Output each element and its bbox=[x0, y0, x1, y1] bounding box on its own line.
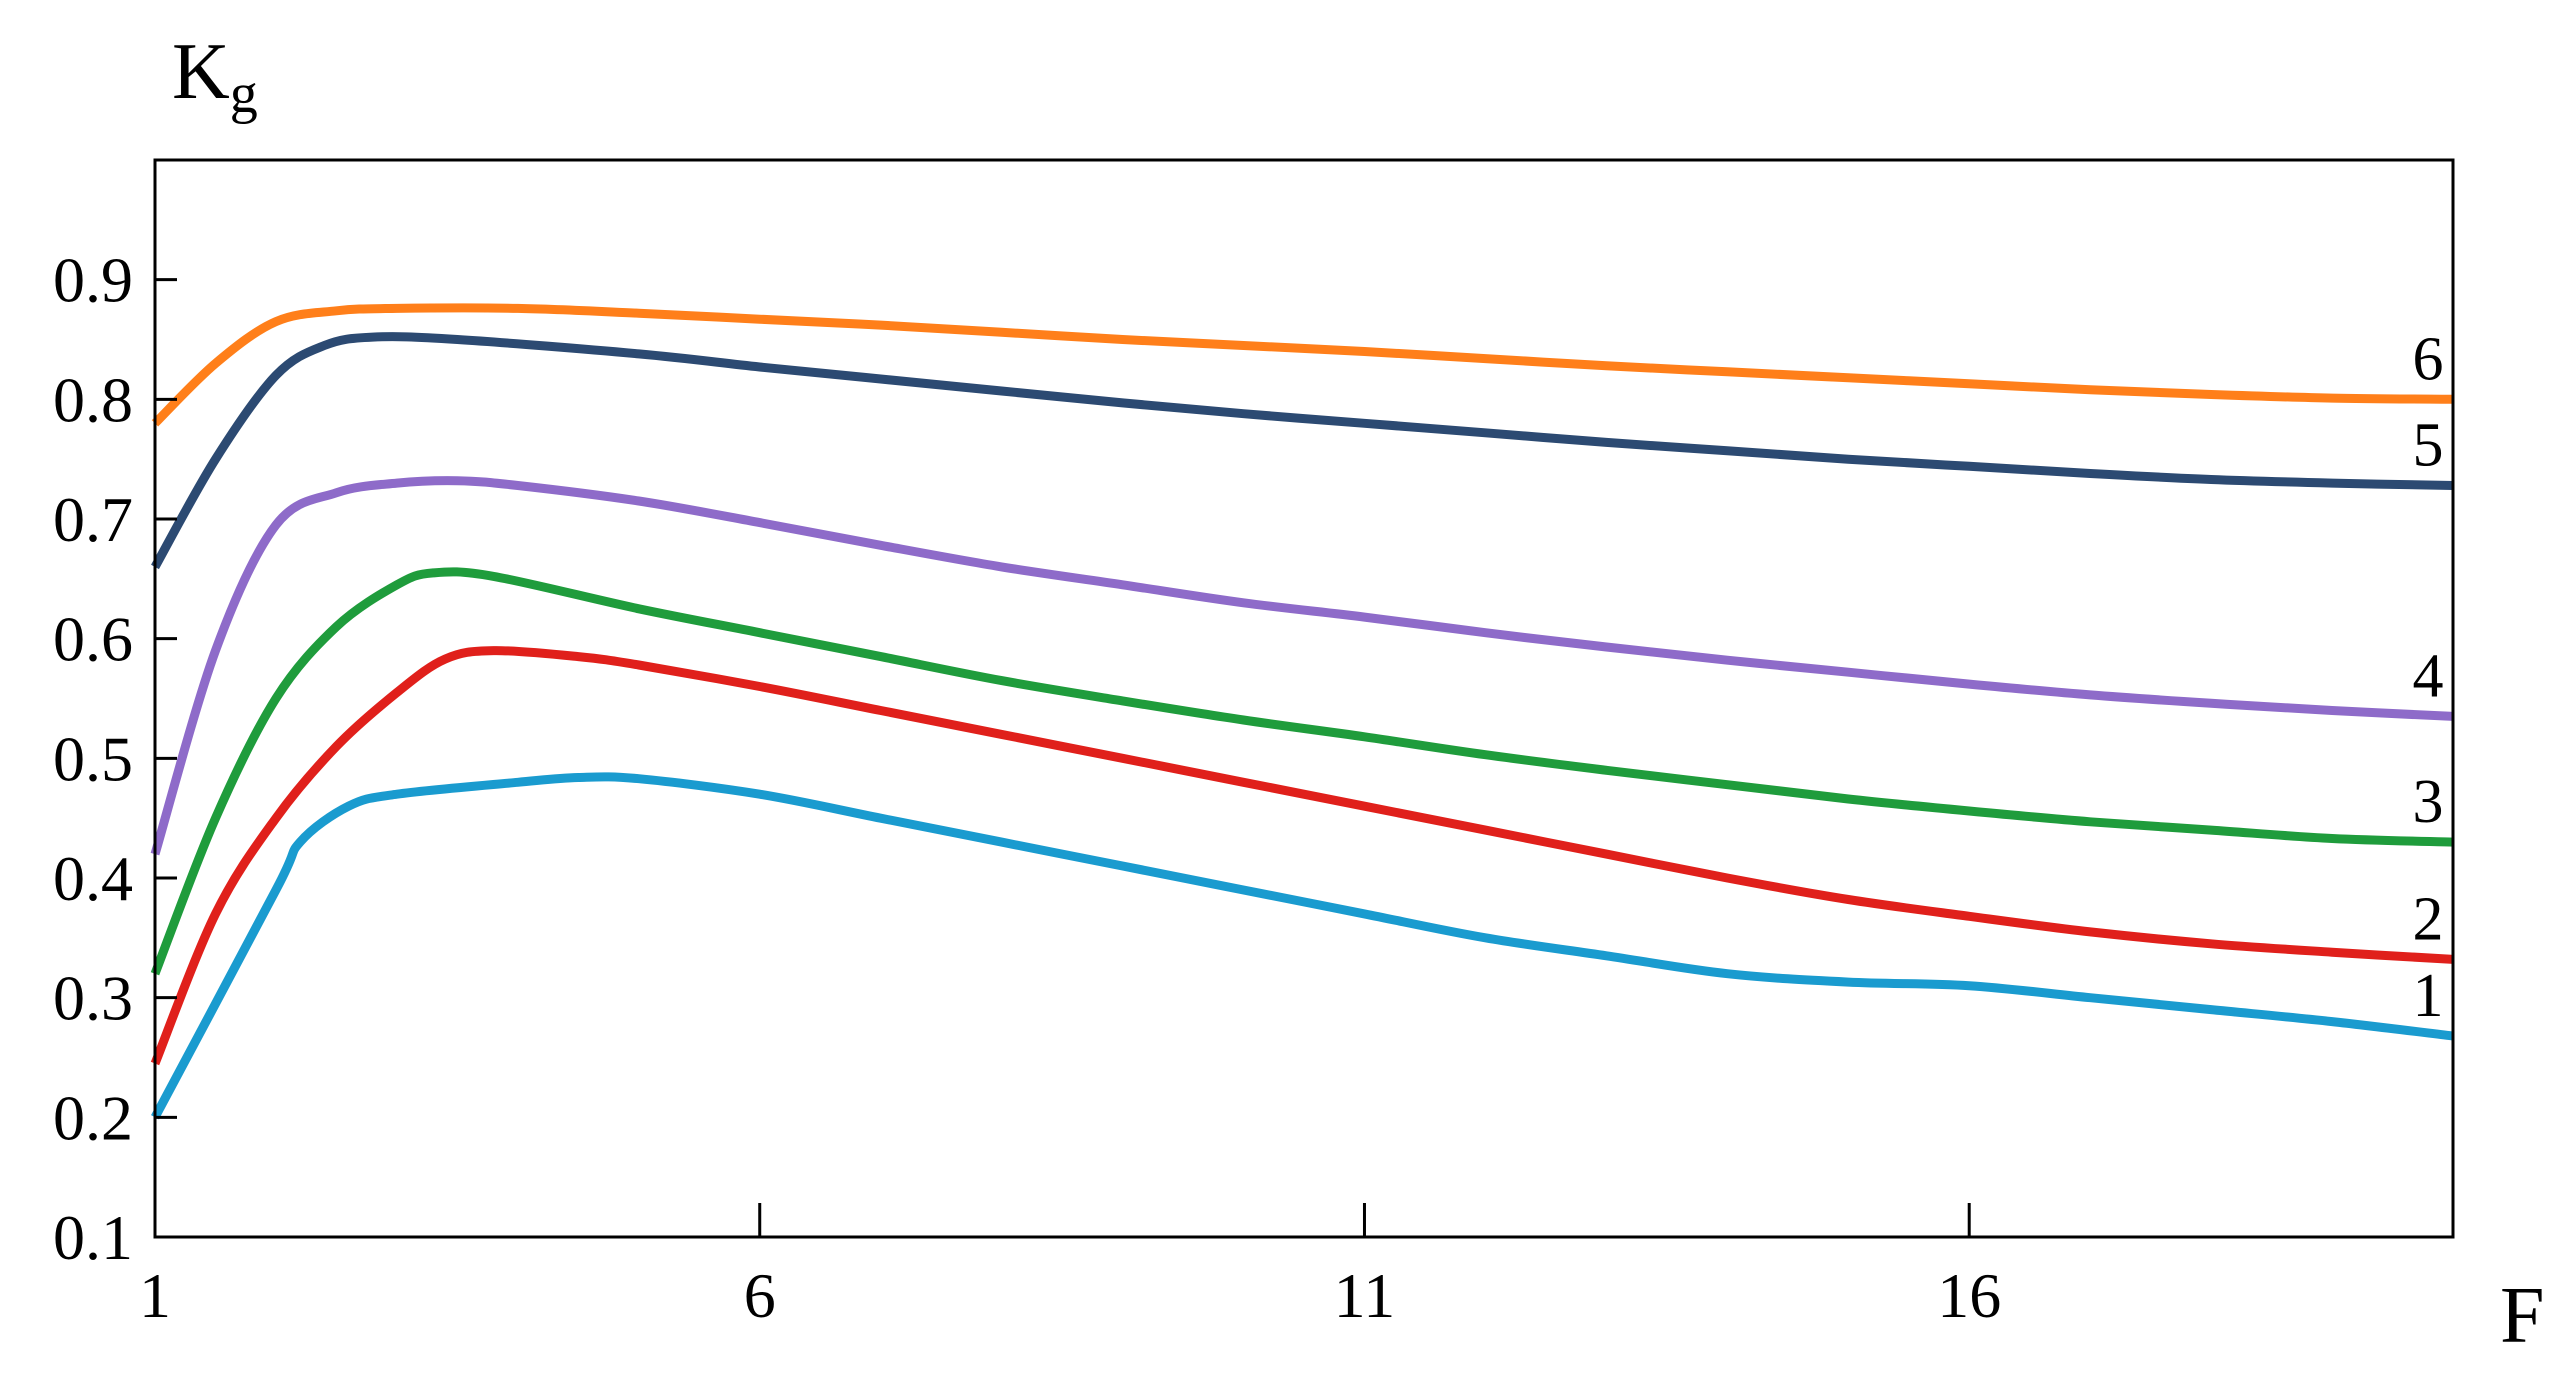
series-layer bbox=[150, 303, 2454, 1120]
y-tick-label: 0.7 bbox=[53, 484, 133, 555]
series-line-5 bbox=[151, 332, 2454, 570]
series-label-4: 4 bbox=[2413, 642, 2444, 710]
series-label-2: 2 bbox=[2413, 885, 2444, 953]
x-tick-label: 16 bbox=[1937, 1260, 2001, 1331]
x-tick-label: 6 bbox=[744, 1260, 776, 1331]
labels-layer: 1 2 3 4 5 6 bbox=[2413, 325, 2444, 1030]
y-tick-label: 0.6 bbox=[53, 604, 133, 675]
y-tick-label: 0.1 bbox=[53, 1202, 133, 1273]
series-label-1: 1 bbox=[2413, 962, 2444, 1030]
y-tick-label: 0.4 bbox=[53, 843, 133, 914]
y-tick-label: 0.3 bbox=[53, 963, 133, 1034]
y-tick-label: 0.2 bbox=[53, 1082, 133, 1153]
x-axis-title: F bbox=[2500, 1272, 2545, 1360]
y-axis-title-subscript: g bbox=[230, 63, 258, 125]
y-tick-label: 0.5 bbox=[53, 723, 133, 794]
y-axis-title-main: K bbox=[172, 28, 230, 116]
series-line-4 bbox=[150, 476, 2454, 856]
series-line-2 bbox=[150, 646, 2454, 1066]
series-label-3: 3 bbox=[2413, 768, 2444, 836]
series-line-6 bbox=[151, 303, 2454, 427]
y-axis-title: Kg bbox=[172, 28, 258, 125]
y-tick-label: 0.8 bbox=[53, 364, 133, 435]
series-label-5: 5 bbox=[2413, 411, 2444, 479]
y-tick-label: 0.9 bbox=[53, 245, 133, 316]
x-tick-label: 1 bbox=[139, 1260, 171, 1331]
series-label-6: 6 bbox=[2413, 325, 2444, 393]
series-line-3 bbox=[150, 567, 2454, 976]
series-line-1 bbox=[151, 772, 2454, 1120]
x-tick-label: 11 bbox=[1334, 1260, 1396, 1331]
plot-frame bbox=[153, 158, 2455, 1239]
axes-layer: 0.10.20.30.40.50.60.70.80.91 6 11 16 bbox=[53, 158, 2455, 1331]
